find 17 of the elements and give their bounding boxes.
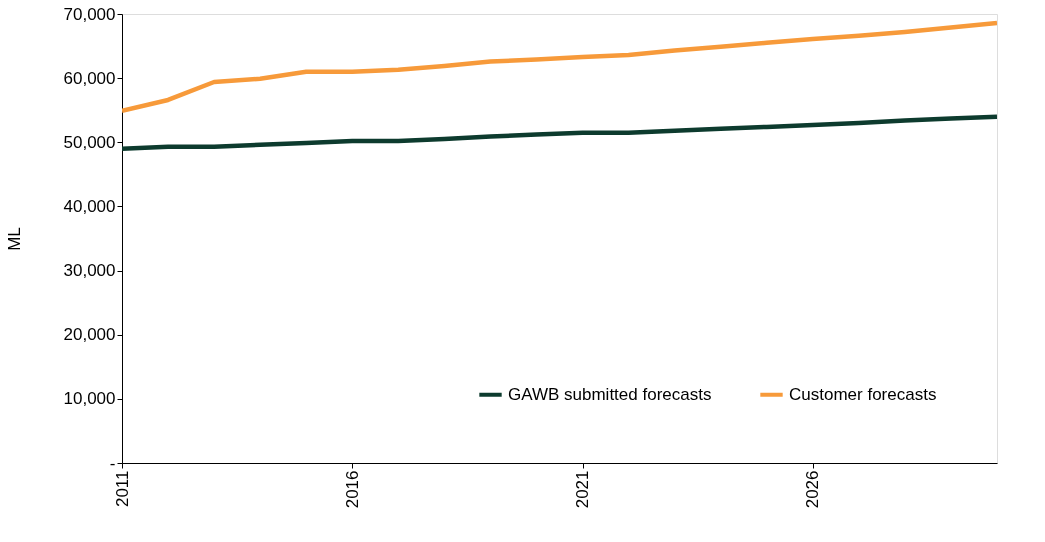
y-tick-label: 50,000 <box>63 132 116 152</box>
y-tick-label: 10,000 <box>63 389 116 409</box>
y-tick-label: 60,000 <box>63 68 116 88</box>
y-tick-label: 30,000 <box>63 261 116 281</box>
x-tick-label: 2016 <box>342 470 362 509</box>
y-axis-title: ML <box>4 227 24 251</box>
y-tick-label: - <box>109 453 116 473</box>
y-tick-label: 40,000 <box>63 196 116 216</box>
legend-label: Customer forecasts <box>789 384 937 404</box>
legend-label: GAWB submitted forecasts <box>508 384 712 404</box>
y-tick-label: 70,000 <box>63 4 116 24</box>
x-tick-label: 2021 <box>573 470 593 509</box>
x-tick-label: 2011 <box>112 470 132 508</box>
line-series <box>122 114 997 151</box>
y-tick-label: 20,000 <box>63 325 116 345</box>
x-tick-label: 2026 <box>803 470 823 509</box>
line-series <box>122 20 997 114</box>
